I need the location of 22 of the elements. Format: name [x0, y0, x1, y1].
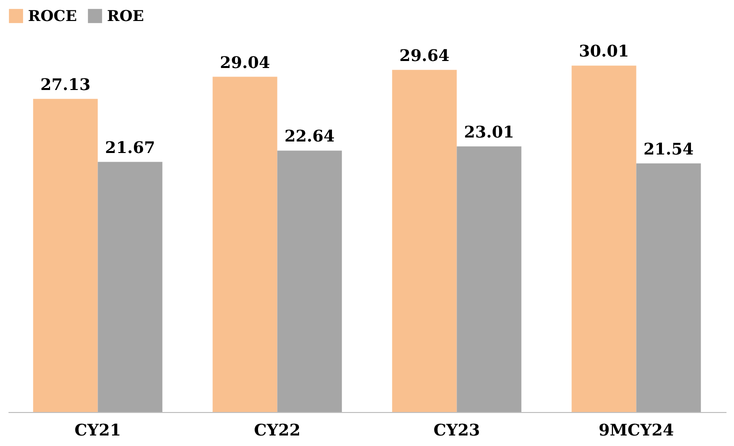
data-label: 23.01 — [464, 122, 514, 142]
legend-label: ROE — [107, 7, 144, 25]
legend-label: ROCE — [28, 7, 77, 25]
data-label: 29.04 — [220, 52, 270, 72]
x-tick-label: CY21 — [74, 420, 121, 440]
bar — [572, 66, 636, 412]
bar — [98, 162, 162, 412]
data-label: 29.64 — [399, 46, 450, 65]
bar — [277, 150, 342, 412]
data-label: 21.67 — [105, 138, 156, 157]
bar — [456, 146, 522, 412]
bar — [33, 98, 98, 412]
bar — [212, 76, 278, 412]
x-tick-label: CY22 — [254, 420, 300, 440]
bar — [636, 163, 701, 412]
x-tick-label: CY23 — [434, 420, 480, 440]
x-tick-label: 9MCY24 — [598, 420, 674, 440]
data-label: 27.13 — [40, 74, 90, 94]
data-label: 30.01 — [578, 42, 629, 61]
data-label: 22.64 — [284, 126, 335, 146]
bar — [392, 70, 457, 412]
data-label: 21.54 — [644, 139, 694, 158]
